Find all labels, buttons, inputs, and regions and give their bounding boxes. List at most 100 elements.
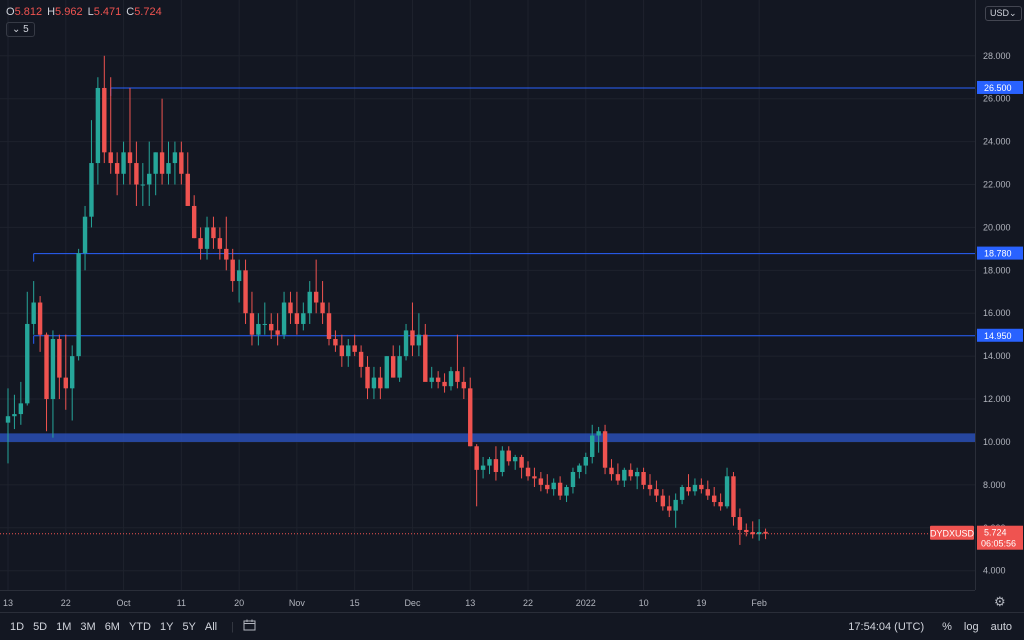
calendar-range-icon[interactable] (243, 619, 256, 634)
candle-body (679, 487, 685, 500)
candle (622, 467, 627, 488)
chart-plot-area[interactable]: DYDXUSD (0, 0, 975, 590)
candle (429, 366, 434, 389)
candle-body (487, 459, 492, 466)
candle-body (667, 506, 672, 511)
candle-body (416, 334, 422, 346)
interval-toggle-button[interactable]: ⌄ 5 (6, 22, 35, 37)
candle (628, 463, 633, 481)
candle (185, 152, 190, 206)
range-1m-button[interactable]: 1M (56, 620, 72, 633)
candle (416, 313, 422, 357)
candle-body (590, 435, 595, 457)
price-tick-label: 16.000 (983, 308, 1011, 318)
candle-body (236, 270, 242, 282)
candle-body (647, 484, 653, 490)
candle-body (365, 366, 370, 389)
candle-body (583, 456, 588, 466)
candle-body (378, 377, 383, 389)
candle-body (159, 152, 165, 174)
candle-body (403, 330, 409, 357)
candle-body (301, 313, 306, 324)
candle (352, 334, 357, 357)
level-price-label: 18.780 (984, 249, 1012, 259)
candle (686, 474, 691, 496)
ohlc-close: C5.724 (126, 6, 162, 18)
log-toggle-button[interactable]: log (963, 620, 979, 633)
candle (724, 467, 730, 509)
divider: | (231, 620, 234, 633)
gear-icon[interactable]: ⚙ (994, 594, 1006, 609)
candle-body (191, 205, 197, 239)
candle-body (615, 474, 621, 481)
candle-body (641, 472, 646, 485)
candle (756, 519, 762, 541)
candle-body (262, 323, 267, 325)
candle (455, 334, 460, 389)
candle (127, 87, 133, 185)
candle-body (622, 469, 627, 481)
candle (294, 291, 300, 335)
ohlc-legend: O5.812 H5.962 L5.471 C5.724 (6, 6, 162, 18)
candle-body (474, 446, 479, 470)
candle (699, 478, 704, 494)
price-tick-label: 28.000 (983, 51, 1011, 61)
price-tick-label: 4.000 (983, 566, 1006, 576)
candle (243, 259, 248, 324)
candle (159, 98, 165, 185)
candle (737, 508, 743, 545)
candle-body (5, 416, 11, 423)
price-axis[interactable]: 28.000 26.000 24.000 22.000 20.000 18.000 16.0… (975, 0, 1024, 590)
candle-body (307, 291, 312, 314)
candle-body (153, 152, 158, 174)
candle (654, 480, 659, 503)
candle (281, 291, 287, 339)
time-tick-label: 22 (523, 598, 533, 608)
candle (153, 152, 158, 196)
range-3m-button[interactable]: 3M (80, 620, 96, 633)
candle (320, 281, 325, 324)
candle (346, 338, 351, 367)
candle (474, 444, 479, 507)
ohlc-open: O5.812 (6, 6, 43, 18)
auto-toggle-button[interactable]: auto (990, 620, 1012, 633)
time-tick-label: 13 (465, 598, 475, 608)
time-tick-label: 19 (696, 598, 706, 608)
candle (384, 356, 389, 389)
range-ytd-button[interactable]: YTD (128, 620, 151, 633)
range-5d-button[interactable]: 5D (33, 620, 48, 633)
chevron-down-icon: ⌄ (1009, 8, 1017, 18)
candle-body (500, 450, 505, 472)
candle (230, 248, 235, 292)
range-5y-button[interactable]: 5Y (182, 620, 196, 633)
utc-clock[interactable]: 17:54:04 (UTC) (848, 620, 925, 633)
time-axis[interactable]: 13 22 Oct 11 20 Nov 15 Dec 13 22 2022 10 19 Feb (0, 590, 975, 612)
candle (493, 446, 499, 481)
candle (487, 456, 492, 475)
candle-body (628, 469, 633, 477)
candle (423, 323, 428, 382)
candle (134, 141, 139, 206)
candle (358, 345, 364, 378)
candle (307, 281, 312, 324)
candle (705, 480, 710, 500)
candle-body (712, 495, 717, 503)
candle-body (204, 227, 210, 249)
bottom-toolbar: 1D 5D 1M 3M 6M YTD 1Y 5Y All | 17:54:04 … (0, 612, 1024, 640)
range-1d-button[interactable]: 1D (10, 620, 25, 633)
range-6m-button[interactable]: 6M (104, 620, 120, 633)
candle-body (699, 484, 704, 490)
candle-body (31, 302, 36, 324)
range-all-button[interactable]: All (204, 620, 218, 633)
candle-body (602, 431, 608, 468)
candle (371, 366, 377, 400)
candle (545, 474, 550, 494)
time-tick-label: 10 (639, 598, 649, 608)
currency-select[interactable]: USD⌄ (985, 6, 1022, 21)
candle (667, 495, 672, 518)
candle-body (108, 152, 113, 164)
level-price-badge (977, 80, 1023, 94)
candle (108, 77, 113, 174)
range-1y-button[interactable]: 1Y (159, 620, 174, 633)
percent-toggle-button[interactable]: % (942, 620, 952, 633)
